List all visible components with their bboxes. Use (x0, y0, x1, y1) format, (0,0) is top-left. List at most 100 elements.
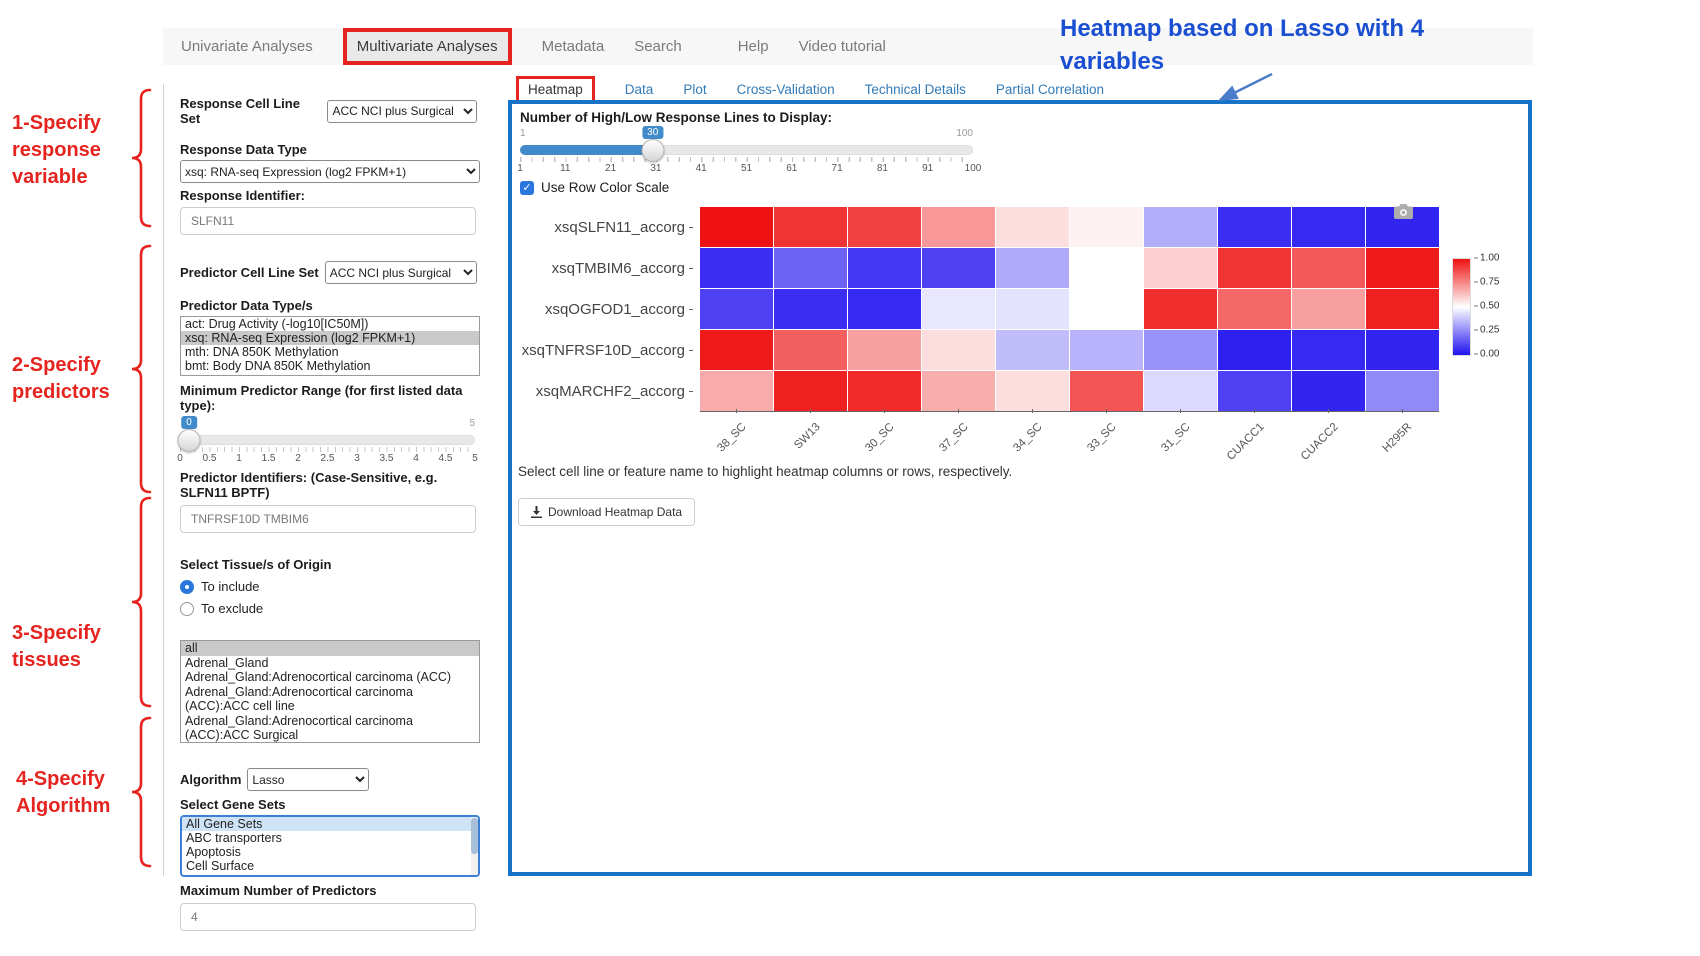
predictor-cell-line-label: Predictor Cell Line Set (180, 265, 319, 280)
tick-label-31: 31 (650, 163, 662, 174)
gene-sets-listbox[interactable]: All Gene Sets ABC transporters Apoptosis Ce… (180, 815, 480, 877)
heatmap-col-label-31-sc[interactable]: 31_SC (1159, 421, 1193, 455)
heatmap-note: Heatmap based on Lasso with 4 variables (1060, 15, 1425, 75)
predictor-cell-line-select[interactable]: ACC NCI plus Surgical (324, 261, 477, 284)
scrollbar-thumb[interactable] (471, 818, 478, 854)
option-abc-transporters[interactable]: ABC transporters (186, 831, 282, 845)
min-predictor-range-slider[interactable]: 5 0 0 0.5 1 1.5 2 2.5 3 3.5 4 4.5 5 (177, 416, 478, 464)
heatmap-col-label-h295r[interactable]: H295R (1380, 421, 1415, 455)
tab-partial-correlation[interactable]: Partial Correlation (995, 82, 1104, 97)
tick-label-71: 71 (831, 163, 843, 174)
nav-item-metadata[interactable]: Metadata (541, 38, 605, 55)
download-icon (531, 506, 542, 518)
camera-icon[interactable] (1394, 204, 1413, 224)
heatmap-row-label-xsqtnfrsf10d-accorg[interactable]: xsqTNFRSF10D_accorg (512, 330, 695, 371)
option-act-drug-activity-log10-ic50m[interactable]: act: Drug Activity (-log10[IC50M]) (185, 317, 369, 331)
option-cell-surface[interactable]: Cell Surface (186, 859, 255, 873)
predictor-identifiers-input[interactable] (180, 505, 476, 533)
option-all[interactable]: all (181, 641, 479, 656)
nav-item-search[interactable]: Search (634, 38, 682, 55)
heatmap-col-label-38-sc[interactable]: 38_SC (715, 421, 749, 455)
lines-slider[interactable]: 1 100 30 1 11 21 31 41 51 61 71 81 91 100 (517, 126, 981, 175)
col-tick (1180, 409, 1181, 413)
heatmap-col-label-37-sc[interactable]: 37_SC (937, 421, 971, 455)
heatmap-cell-xsqslfn11-accorg-38-sc (700, 207, 773, 247)
tab-heatmap[interactable]: Heatmap (516, 76, 595, 103)
lines-slider-max: 100 (956, 128, 973, 139)
download-heatmap-data-button[interactable]: Download Heatmap Data (518, 498, 696, 526)
heatmap-cell-xsqslfn11-accorg-sw13 (774, 207, 847, 247)
slider-track[interactable] (180, 435, 475, 445)
heatmap-cell-xsqtnfrsf10d-accorg-cuacc1 (1218, 330, 1291, 370)
heatmap-row-label-xsqtmbim6-accorg[interactable]: xsqTMBIM6_accorg (512, 248, 695, 289)
tab-technical-details[interactable]: Technical Details (864, 82, 966, 97)
algorithm-select[interactable]: Lasso (247, 768, 370, 791)
heatmap-col-label-33-sc[interactable]: 33_SC (1085, 421, 1119, 455)
heatmap-cell-xsqtnfrsf10d-accorg-38-sc (700, 330, 773, 370)
tissues-listbox[interactable]: all Adrenal_Gland Adrenal_Gland:Adrenocort… (180, 640, 480, 743)
heatmap-cell-xsqogfod1-accorg-34-sc (996, 289, 1069, 329)
heatmap-row-label-xsqslfn11-accorg[interactable]: xsqSLFN11_accorg (512, 207, 695, 248)
tissue-include-radio[interactable]: To include (180, 579, 477, 594)
heatmap-cell-xsqtmbim6-accorg-33-sc (1070, 248, 1143, 288)
heatmap-col-label-cuacc2[interactable]: CUACC2 (1298, 421, 1341, 463)
lines-slider-handle[interactable] (641, 139, 665, 162)
option-bmt-body-dna-850k-methylation[interactable]: bmt: Body DNA 850K Methylation (185, 359, 371, 373)
tissue-exclude-radio[interactable]: To exclude (180, 601, 477, 616)
predictor-data-types-listbox[interactable]: act: Drug Activity (-log10[IC50M]) xsq: R… (180, 316, 480, 376)
scrollbar[interactable] (471, 817, 478, 875)
heatmap-col-label-30-sc[interactable]: 30_SC (863, 421, 897, 455)
lines-slider-ticks (520, 157, 973, 162)
radio-unselected-icon[interactable] (180, 601, 194, 616)
heatmap-cell-xsqogfod1-accorg-30-sc (848, 289, 921, 329)
heatmap-cell-xsqslfn11-accorg-cuacc1 (1218, 207, 1291, 247)
option-adrenal-gland[interactable]: Adrenal_Gland (185, 655, 269, 670)
option-adrenal-gland-adrenocortical-carcinoma-acc-acc-cell-line[interactable]: Adrenal_Gland:Adrenocortical carcinoma (… (185, 684, 413, 714)
col-tick (1106, 409, 1107, 413)
slider-handle[interactable] (177, 429, 201, 452)
heatmap-col-label-34-sc[interactable]: 34_SC (1011, 421, 1045, 455)
response-data-type-select[interactable]: xsq: RNA-seq Expression (log2 FPKM+1) (180, 160, 480, 183)
heatmap-col-label-cuacc1[interactable]: CUACC1 (1224, 421, 1267, 463)
response-cell-line-select[interactable]: ACC NCI plus Surgical (327, 99, 477, 123)
option-apoptosis[interactable]: Apoptosis (186, 845, 241, 859)
row-color-scale-checkbox[interactable]: Use Row Color Scale (520, 180, 669, 195)
option-adrenal-gland-adrenocortical-carcinoma-acc[interactable]: Adrenal_Gland:Adrenocortical carcinoma (… (185, 670, 452, 684)
nav-item-multivariate-analyses[interactable]: Multivariate Analyses (342, 28, 512, 65)
tick-label-61: 61 (786, 163, 798, 174)
bracket-step-2 (131, 244, 152, 494)
nav-item-help[interactable]: Help (737, 38, 769, 55)
option-mth-dna-850k-methylation[interactable]: mth: DNA 850K Methylation (185, 345, 339, 359)
max-predictors-input[interactable] (180, 903, 476, 931)
tick-label-2: 2 (295, 453, 301, 464)
tick-label-4-5: 4.5 (438, 453, 453, 464)
tick-label-0-5: 0.5 (202, 453, 217, 464)
heatmap-col-label-sw13[interactable]: SW13 (791, 421, 823, 452)
checkbox-checked-icon[interactable] (520, 180, 534, 195)
heatmap-row-label-xsqogfod1-accorg[interactable]: xsqOGFOD1_accorg (512, 289, 695, 330)
col-tick (810, 409, 811, 413)
option-adrenal-gland-adrenocortical-carcinoma-acc-acc-surgical[interactable]: Adrenal_Gland:Adrenocortical carcinoma (… (185, 713, 413, 743)
radio-selected-icon[interactable] (180, 579, 194, 594)
option-xsq-rna-seq-expression-log2-fpkm-1[interactable]: xsq: RNA-seq Expression (log2 FPKM+1) (181, 331, 479, 345)
tab-data[interactable]: Data (624, 82, 654, 97)
tick-label-4: 4 (413, 453, 419, 464)
response-identifier-input[interactable] (180, 207, 476, 235)
option-all-gene-sets[interactable]: All Gene Sets (182, 817, 478, 831)
lines-slider-tick-labels: 1 11 21 31 41 51 61 71 81 91 100 (517, 163, 981, 175)
analysis-settings-sidebar: Response Cell Line Set ACC NCI plus Surg… (163, 84, 481, 931)
heatmap-cell-xsqtmbim6-accorg-sw13 (774, 248, 847, 288)
lines-slider-min: 1 (520, 128, 526, 139)
col-tick (1254, 409, 1255, 413)
heatmap-plot-area[interactable] (700, 207, 1439, 412)
colorbar-tick-1-00: 1.00 (1474, 253, 1499, 264)
tab-cross-validation[interactable]: Cross-Validation (736, 82, 835, 97)
nav-item-univariate-analyses[interactable]: Univariate Analyses (181, 38, 313, 55)
colorbar-tick-0-50: 0.50 (1474, 301, 1499, 312)
tab-plot[interactable]: Plot (683, 82, 707, 97)
tick-label-1-5: 1.5 (261, 453, 276, 464)
bracket-step-4 (131, 716, 152, 868)
heatmap-row-label-xsqmarchf2-accorg[interactable]: xsqMARCHF2_accorg (512, 371, 695, 412)
nav-item-video-tutorial[interactable]: Video tutorial (798, 38, 886, 55)
